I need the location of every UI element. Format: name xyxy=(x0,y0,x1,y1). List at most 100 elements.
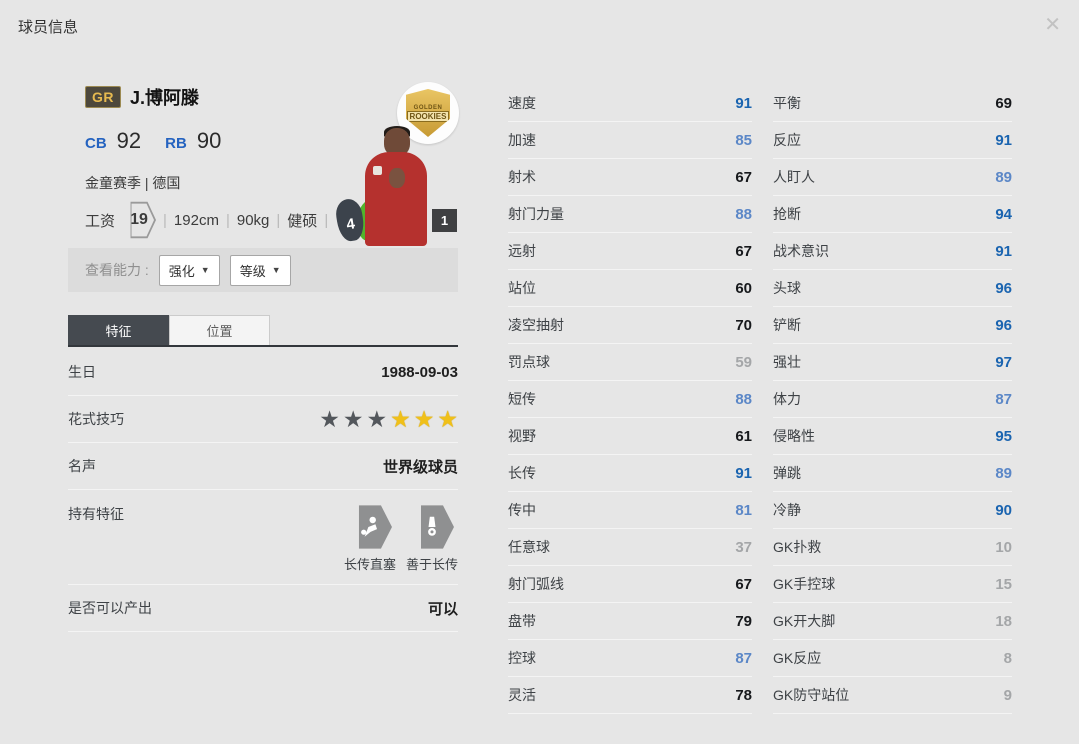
stat-value: 67 xyxy=(735,242,752,260)
stat-label: 视野 xyxy=(508,428,536,444)
level-dropdown[interactable]: 等级 ▼ xyxy=(229,254,291,286)
stat-value: 61 xyxy=(735,427,752,445)
grade-badge: GR xyxy=(85,86,121,108)
stat-value: 59 xyxy=(735,353,752,371)
traits-label: 持有特征 xyxy=(68,506,124,522)
stat-label: 传中 xyxy=(508,502,536,518)
position-ratings: CB 92 RB 90 xyxy=(85,128,235,154)
star-icon: ★ xyxy=(413,405,435,432)
stat-value: 69 xyxy=(995,94,1012,112)
enhance-dropdown-value: 强化 xyxy=(168,263,195,279)
stat-label: 射术 xyxy=(508,169,536,185)
stat-label: 盘带 xyxy=(508,613,536,629)
stat-value: 60 xyxy=(735,279,752,297)
stat-value: 89 xyxy=(995,168,1012,186)
stat-label: 射门力量 xyxy=(508,206,564,222)
stat-label: 站位 xyxy=(508,280,536,296)
stat-row: 弹跳 89 xyxy=(773,455,1012,492)
position-abbr: CB xyxy=(85,135,107,152)
stat-label: 铲断 xyxy=(773,317,801,333)
stat-row: 传中 81 xyxy=(508,492,752,529)
stat-value: 95 xyxy=(995,427,1012,445)
stat-row: GK反应 8 xyxy=(773,640,1012,677)
chevron-down-icon: ▼ xyxy=(200,265,210,275)
stat-label: 体力 xyxy=(773,391,801,407)
trait-item: 长传直塞 xyxy=(344,504,396,573)
player-bio-row: 工资 19 | 192cm | 90kg | 健硕 | 4 5 xyxy=(85,196,388,244)
stat-row: 视野 61 xyxy=(508,418,752,455)
skill-moves-row: 花式技巧 ★ ★ ★ ★ ★ ★ xyxy=(68,396,458,443)
stat-row: 罚点球 59 xyxy=(508,344,752,381)
stat-label: 抢断 xyxy=(773,206,801,222)
stat-row: 冷静 90 xyxy=(773,492,1012,529)
stat-label: 任意球 xyxy=(508,539,550,555)
stat-label: 头球 xyxy=(773,280,801,296)
stat-label: GK扑救 xyxy=(773,539,822,555)
stat-row: 人盯人 89 xyxy=(773,159,1012,196)
stat-row: 控球 87 xyxy=(508,640,752,677)
fame-label: 名声 xyxy=(68,458,96,474)
stat-label: 罚点球 xyxy=(508,354,550,370)
stat-row: 任意球 37 xyxy=(508,529,752,566)
stat-label: GK防守站位 xyxy=(773,687,850,703)
enhance-dropdown[interactable]: 强化 ▼ xyxy=(158,254,220,286)
through-ball-trait-icon xyxy=(358,505,392,549)
stat-value: 70 xyxy=(735,316,752,334)
view-ability-label: 查看能力 : xyxy=(85,262,149,278)
stat-label: 反应 xyxy=(773,132,801,148)
stat-label: GK反应 xyxy=(773,650,822,666)
stat-row: 射门弧线 67 xyxy=(508,566,752,603)
detail-tabs: 特征 位置 xyxy=(68,315,458,347)
stat-value: 97 xyxy=(995,353,1012,371)
close-icon[interactable]: ✕ xyxy=(1044,14,1061,36)
producible-label: 是否可以产出 xyxy=(68,600,152,616)
stat-value: 8 xyxy=(1003,649,1012,667)
stat-row: 铲断 96 xyxy=(773,307,1012,344)
stat-row: 加速 85 xyxy=(508,122,752,159)
stats-column-attack: 速度 91 加速 85 射术 67 射门力量 88 远射 67 站位 60 凌空抽射 70 罚点球 59 短传 8… xyxy=(508,85,752,714)
stat-label: 加速 xyxy=(508,132,536,148)
stat-row: 盘带 79 xyxy=(508,603,752,640)
stat-row: GK开大脚 18 xyxy=(773,603,1012,640)
stat-row: GK手控球 15 xyxy=(773,566,1012,603)
stat-label: 战术意识 xyxy=(773,243,829,259)
stat-value: 67 xyxy=(735,168,752,186)
stat-value: 87 xyxy=(735,649,752,667)
stat-value: 85 xyxy=(735,131,752,149)
stat-row: 体力 87 xyxy=(773,381,1012,418)
stat-value: 67 xyxy=(735,575,752,593)
stat-value: 96 xyxy=(995,316,1012,334)
stat-row: 战术意识 91 xyxy=(773,233,1012,270)
stat-row: 射门力量 88 xyxy=(508,196,752,233)
stat-value: 89 xyxy=(995,464,1012,482)
player-height: 192cm xyxy=(173,211,219,229)
stat-value: 87 xyxy=(995,390,1012,408)
skill-moves-label: 花式技巧 xyxy=(68,411,124,427)
stat-row: 速度 91 xyxy=(508,85,752,122)
position-rating: 92 xyxy=(116,128,142,153)
stat-value: 91 xyxy=(995,131,1012,149)
tab-traits[interactable]: 特征 xyxy=(68,315,169,345)
producible-row: 是否可以产出 可以 xyxy=(68,585,458,632)
player-name-row: GR J.博阿滕 xyxy=(85,84,199,110)
stat-row: 长传 91 xyxy=(508,455,752,492)
stat-label: 平衡 xyxy=(773,95,801,111)
badge-text-bottom: ROOKIES xyxy=(406,110,450,122)
stat-row: 侵略性 95 xyxy=(773,418,1012,455)
stat-value: 18 xyxy=(995,612,1012,630)
photo-index-badge: 1 xyxy=(432,209,457,232)
star-icon: ★ xyxy=(342,405,364,432)
traits-row: 持有特征 长传直塞 xyxy=(68,490,458,585)
stat-row: 反应 91 xyxy=(773,122,1012,159)
detail-list: 生日 1988-09-03 花式技巧 ★ ★ ★ ★ ★ ★ 名声 世界级球员 持有特征 xyxy=(68,349,458,632)
season-nation: 金童赛季 | 德国 xyxy=(85,175,181,191)
stat-row: 灵活 78 xyxy=(508,677,752,714)
divider: | xyxy=(276,211,281,229)
view-ability-bar: 查看能力 : 强化 ▼ 等级 ▼ xyxy=(68,248,458,292)
player-name: J.博阿滕 xyxy=(130,88,200,108)
divider: | xyxy=(324,211,329,229)
stat-value: 81 xyxy=(735,501,752,519)
tab-positions[interactable]: 位置 xyxy=(169,315,270,345)
stat-label: 凌空抽射 xyxy=(508,317,564,333)
